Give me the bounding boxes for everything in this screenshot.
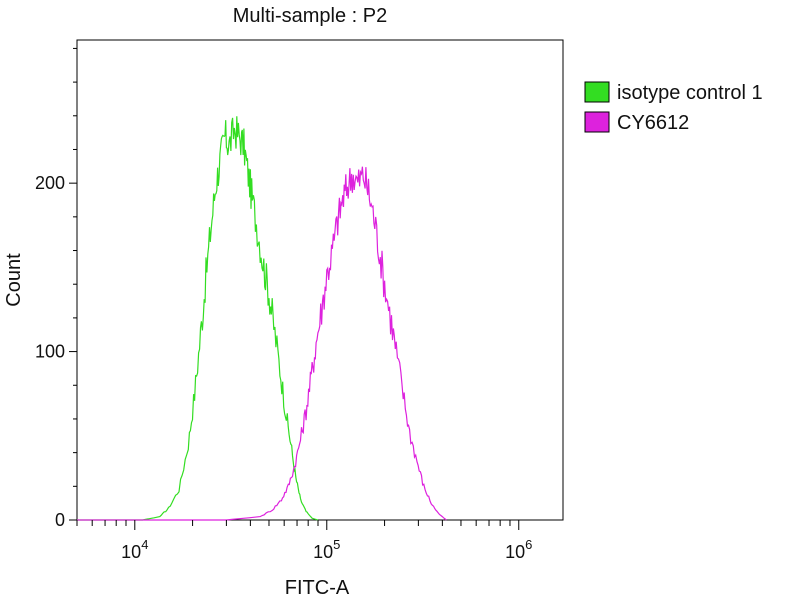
legend-swatch	[584, 111, 610, 133]
legend: isotype control 1 CY6612	[584, 81, 763, 134]
y-tick-label: 100	[35, 342, 65, 362]
series-line-1	[77, 166, 447, 521]
y-axis-label: Count	[3, 253, 25, 307]
y-tick-label: 200	[35, 173, 65, 193]
plot-frame	[76, 39, 564, 521]
chart-title: Multi-sample : P2	[233, 5, 388, 27]
x-tick-label: 105	[313, 537, 340, 562]
x-tick-label: 106	[505, 537, 532, 562]
y-tick-label: 0	[55, 510, 65, 530]
legend-label: isotype control 1	[617, 82, 763, 104]
legend-label: CY6612	[617, 112, 689, 134]
x-axis-label: FITC-A	[285, 577, 350, 599]
x-tick-label: 104	[121, 537, 148, 562]
series-line-0	[77, 116, 319, 521]
legend-swatch	[584, 81, 610, 103]
